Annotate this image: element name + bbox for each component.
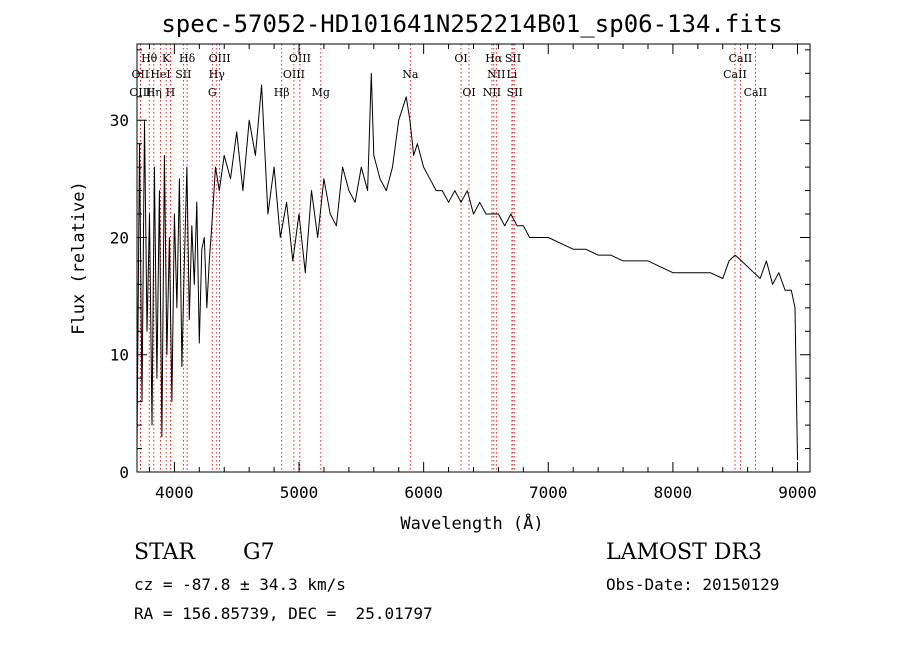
y-tick-label: 0 (119, 463, 129, 482)
line-marker-label: Mg (312, 86, 330, 99)
line-marker-label: Hα (485, 52, 503, 65)
line-marker-label: CaII (744, 86, 768, 99)
x-tick-label: 6000 (404, 483, 443, 502)
subclass-label: G7 (243, 540, 275, 565)
obs-date-label: Obs-Date: 20150129 (606, 575, 780, 594)
x-tick-label: 8000 (654, 483, 693, 502)
line-marker-label: SII (505, 52, 521, 65)
line-marker-label: CaII (729, 52, 753, 65)
line-marker-label: NII (487, 68, 505, 81)
line-marker-label: OIII (289, 52, 311, 65)
y-tick-label: 20 (110, 228, 129, 247)
line-marker-label: Li (506, 68, 517, 81)
x-tick-label: 9000 (778, 483, 817, 502)
chart-title: spec-57052-HD101641N252214B01_sp06-134.f… (161, 10, 782, 38)
spectrum-chart: spec-57052-HD101641N252214B01_sp06-134.f… (69, 10, 817, 534)
redshift-label: cz = -87.8 ± 34.3 km/s (134, 575, 346, 594)
line-marker-label: OI (454, 52, 467, 65)
coordinates-label: RA = 156.85739, DEC = 25.01797 (134, 604, 433, 623)
line-marker-label: G (208, 86, 217, 99)
y-axis-label: Flux (relative) (69, 181, 89, 335)
line-marker-label: HeI (150, 68, 170, 81)
line-marker-label: OII (132, 68, 150, 81)
axes-group: 4000 5000 6000 7000 8000 9000 0 10 20 30 (110, 44, 817, 502)
x-tick-label: 4000 (155, 483, 194, 502)
line-marker-label: Hβ (274, 86, 290, 99)
y-tick-label: 10 (110, 346, 129, 365)
line-marker-label: Hη (146, 86, 162, 99)
x-tick-label: 7000 (529, 483, 568, 502)
line-marker-label: Hγ (209, 68, 226, 81)
x-axis-label: Wavelength (Å) (400, 512, 543, 534)
x-tick-label: 5000 (280, 483, 319, 502)
line-marker-label: CaII (723, 68, 747, 81)
line-marker-label: SII (175, 68, 191, 81)
line-marker-label: OIII (283, 68, 305, 81)
series-group (136, 72, 798, 461)
line-marker-label: OI (462, 86, 475, 99)
line-marker-label: NII (483, 86, 501, 99)
line-marker-label: Hδ (179, 52, 196, 65)
line-marker-label: K (162, 52, 171, 65)
line-marker-label: Hθ (141, 52, 158, 65)
line-marker-label: OIII (129, 86, 151, 99)
line-marker-label: H (166, 86, 176, 99)
spectrum-line (136, 72, 798, 461)
line-marker-label: OIII (209, 52, 231, 65)
plot-frame (136, 43, 811, 473)
line-marker-label: Na (402, 68, 419, 81)
y-tick-label: 30 (110, 111, 129, 130)
class-label: STAR (134, 540, 195, 565)
line-marker-label: SII (507, 86, 523, 99)
survey-label: LAMOST DR3 (606, 540, 762, 565)
